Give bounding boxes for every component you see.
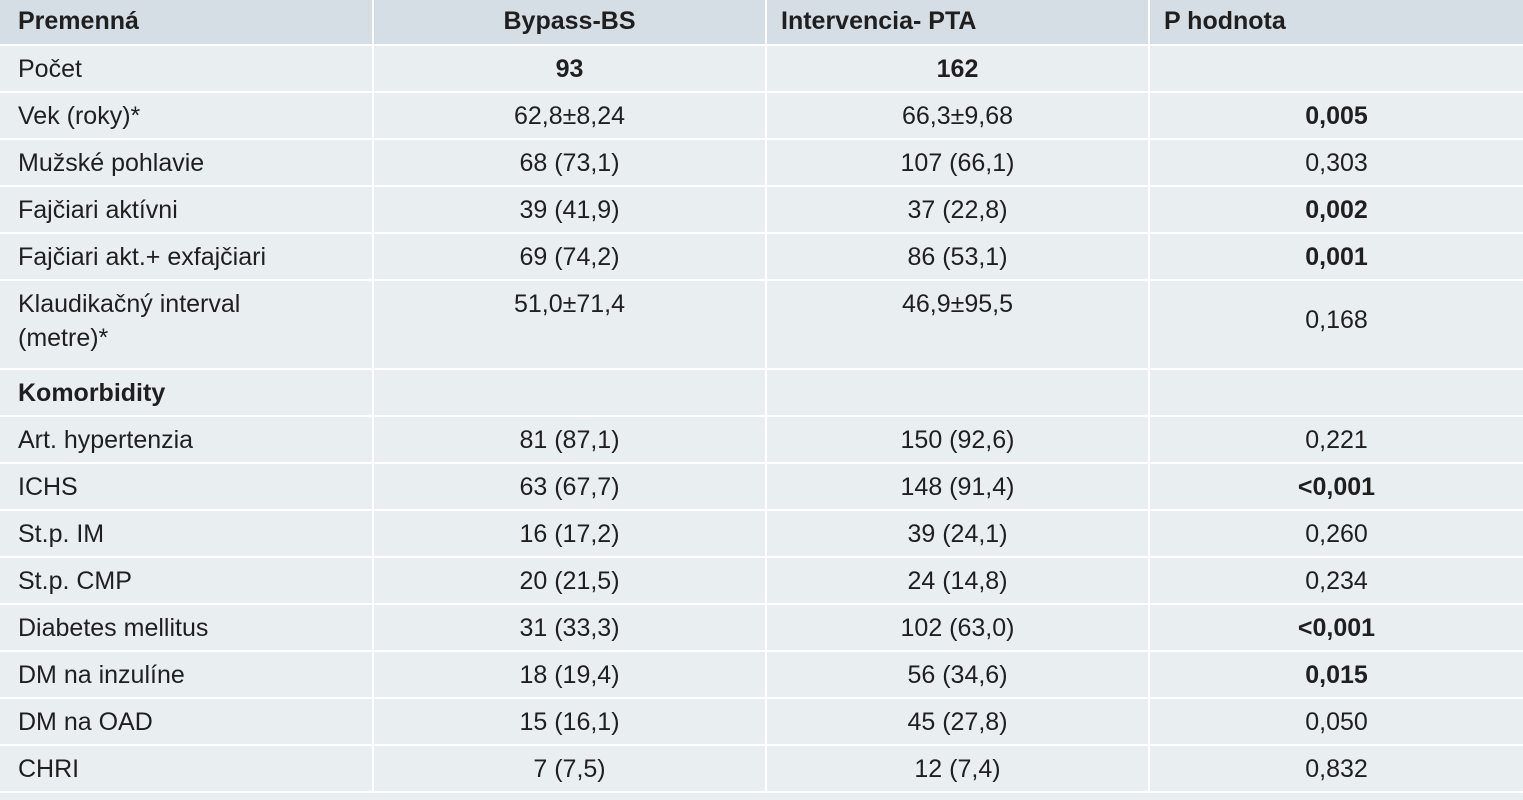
table-row: CHRI 7 (7,5) 12 (7,4) 0,832 — [0, 745, 1523, 793]
header-variable: Premenná — [0, 0, 374, 46]
bypass-value: 16 (17,2) — [373, 510, 767, 558]
header-bypass: Bypass-BS — [373, 0, 767, 46]
p-value: 0,260 — [1149, 510, 1523, 558]
section-header-row: Komorbidity — [0, 369, 1523, 417]
p-value: <0,001 — [1149, 463, 1523, 511]
p-value: <0,001 — [1149, 604, 1523, 652]
row-label: Klaudikačný interval (metre)* — [0, 280, 374, 370]
table-row: Vek (roky)* 62,8±8,24 66,3±9,68 0,005 — [0, 92, 1523, 140]
pta-value: 45 (27,8) — [766, 698, 1150, 746]
table-row: DM na inzulíne 18 (19,4) 56 (34,6) 0,015 — [0, 651, 1523, 699]
bypass-value: 7 (7,5) — [373, 745, 767, 793]
bypass-value: 39 (41,9) — [373, 186, 767, 234]
pta-value: 86 (53,1) — [766, 233, 1150, 281]
row-label: Art. hypertenzia — [0, 416, 374, 464]
pta-value: 24 (14,8) — [766, 557, 1150, 605]
row-label: DM na inzulíne — [0, 651, 374, 699]
table-row: Diabetes mellitus 31 (33,3) 102 (63,0) <… — [0, 604, 1523, 652]
p-value — [1149, 45, 1523, 93]
p-value: 0,234 — [1149, 557, 1523, 605]
pta-value: 39 (24,1) — [766, 510, 1150, 558]
row-label: St.p. CMP — [0, 557, 374, 605]
row-label: CHRI — [0, 745, 374, 793]
row-label-line2: (metre)* — [18, 324, 109, 352]
table-header-row: Premenná Bypass-BS Intervencia- PTA P ho… — [0, 0, 1523, 46]
table-row: St.p. CMP 20 (21,5) 24 (14,8) 0,234 — [0, 557, 1523, 605]
section-title: Komorbidity — [0, 369, 374, 417]
table-row: Art. hypertenzia 81 (87,1) 150 (92,6) 0,… — [0, 416, 1523, 464]
pta-value: 37 (22,8) — [766, 186, 1150, 234]
bypass-value: 31 (33,3) — [373, 604, 767, 652]
row-label: Mužské pohlavie — [0, 139, 374, 187]
pta-value: 12 (7,4) — [766, 745, 1150, 793]
pta-value: 56 (34,6) — [766, 651, 1150, 699]
bypass-value: 68 (73,1) — [373, 139, 767, 187]
empty-cell — [1149, 369, 1523, 417]
row-label-line1: Klaudikačný interval — [18, 290, 241, 318]
pta-value: 150 (92,6) — [766, 416, 1150, 464]
header-pta: Intervencia- PTA — [766, 0, 1150, 46]
pta-value: 162 — [766, 45, 1150, 93]
bypass-value: 93 — [373, 45, 767, 93]
pta-value: 107 (66,1) — [766, 139, 1150, 187]
bypass-value: 15 (16,1) — [373, 698, 767, 746]
bypass-value: 63 (67,7) — [373, 463, 767, 511]
row-label: Fajčiari akt.+ exfajčiari — [0, 233, 374, 281]
row-label: Vek (roky)* — [0, 92, 374, 140]
p-value: 0,002 — [1149, 186, 1523, 234]
bypass-value: 62,8±8,24 — [373, 92, 767, 140]
row-label: St.p. IM — [0, 510, 374, 558]
p-value: 0,005 — [1149, 92, 1523, 140]
table-row: Fajčiari aktívni 39 (41,9) 37 (22,8) 0,0… — [0, 186, 1523, 234]
p-value: 0,001 — [1149, 233, 1523, 281]
table-row: Mužské pohlavie 68 (73,1) 107 (66,1) 0,3… — [0, 139, 1523, 187]
table-row: St.p. IM 16 (17,2) 39 (24,1) 0,260 — [0, 510, 1523, 558]
bypass-value: 81 (87,1) — [373, 416, 767, 464]
bypass-value: 69 (74,2) — [373, 233, 767, 281]
pta-value: 148 (91,4) — [766, 463, 1150, 511]
empty-cell — [373, 369, 767, 417]
row-label: Počet — [0, 45, 374, 93]
bypass-value: 18 (19,4) — [373, 651, 767, 699]
row-label: Fajčiari aktívni — [0, 186, 374, 234]
header-p-value: P hodnota — [1149, 0, 1523, 46]
pta-value: 66,3±9,68 — [766, 92, 1150, 140]
empty-cell — [766, 369, 1150, 417]
p-value: 0,168 — [1149, 280, 1523, 370]
pta-value: 102 (63,0) — [766, 604, 1150, 652]
row-label: Diabetes mellitus — [0, 604, 374, 652]
table-row: ICHS 63 (67,7) 148 (91,4) <0,001 — [0, 463, 1523, 511]
p-value: 0,221 — [1149, 416, 1523, 464]
table-row: Klaudikačný interval (metre)* 51,0±71,4 … — [0, 280, 1523, 370]
p-value: 0,832 — [1149, 745, 1523, 793]
row-label: ICHS — [0, 463, 374, 511]
table-row: DM na OAD 15 (16,1) 45 (27,8) 0,050 — [0, 698, 1523, 746]
bypass-value: 51,0±71,4 — [373, 280, 767, 370]
bypass-value: 20 (21,5) — [373, 557, 767, 605]
pta-value: 46,9±95,5 — [766, 280, 1150, 370]
p-value: 0,303 — [1149, 139, 1523, 187]
row-label: DM na OAD — [0, 698, 374, 746]
table-row: Fajčiari akt.+ exfajčiari 69 (74,2) 86 (… — [0, 233, 1523, 281]
table-row: Počet 93 162 — [0, 45, 1523, 93]
p-value: 0,050 — [1149, 698, 1523, 746]
p-value: 0,015 — [1149, 651, 1523, 699]
